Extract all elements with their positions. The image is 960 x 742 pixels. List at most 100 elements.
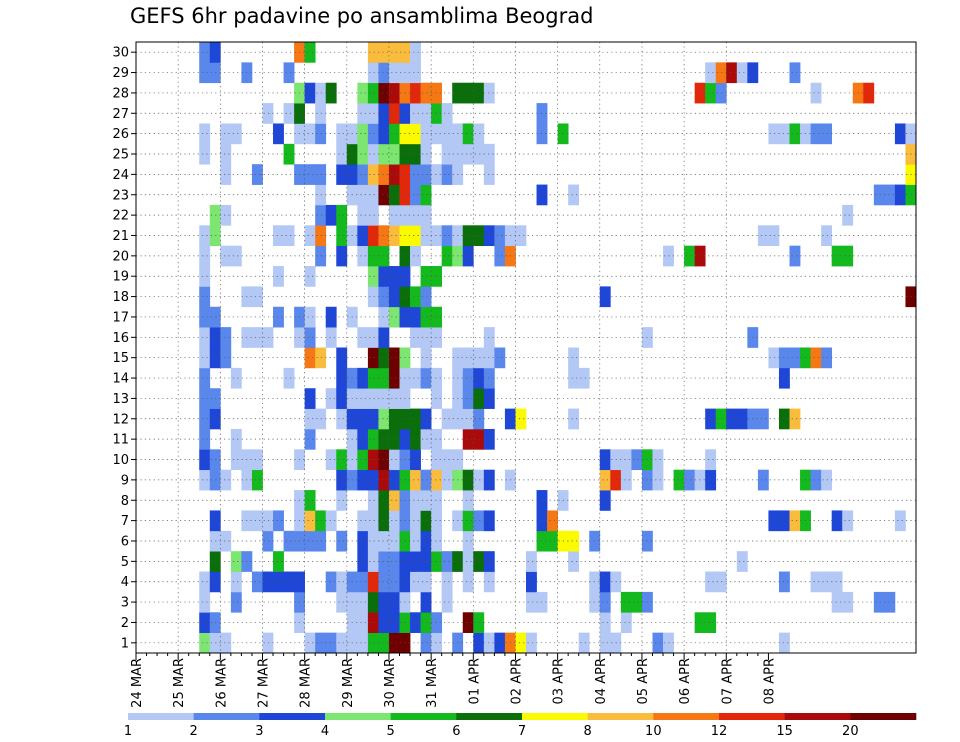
heatmap-cell <box>473 143 485 165</box>
heatmap-cell <box>462 245 474 267</box>
heatmap-cell <box>789 510 801 532</box>
heatmap-cell <box>483 82 495 104</box>
heatmap-cell <box>578 367 590 389</box>
y-tick-label: 30 <box>112 46 129 61</box>
heatmap-cell <box>220 143 232 165</box>
colorbar-swatch <box>719 713 785 720</box>
heatmap-cell <box>568 551 580 572</box>
y-tick-label: 23 <box>112 188 129 203</box>
heatmap-cell <box>420 408 432 430</box>
colorbar-swatch <box>522 713 588 720</box>
heatmap-cell <box>462 123 474 145</box>
heatmap-cell <box>778 510 790 532</box>
heatmap-cell <box>367 408 379 430</box>
heatmap-cell <box>757 469 769 491</box>
heatmap-cell <box>199 266 211 287</box>
heatmap-cell <box>894 123 906 145</box>
x-tick-label: 07 APR <box>720 658 735 704</box>
heatmap-cell <box>378 449 390 471</box>
heatmap-cell <box>388 42 400 63</box>
heatmap-cell <box>473 123 485 145</box>
heatmap-cell <box>410 327 421 348</box>
heatmap-cell <box>283 571 295 593</box>
heatmap-cell <box>336 530 348 552</box>
heatmap-cell <box>410 225 421 247</box>
y-axis: 1234567891011121314151617181920212223242… <box>112 46 136 651</box>
y-tick-label: 28 <box>112 86 129 101</box>
heatmap-cell <box>420 225 432 247</box>
heatmap-cell <box>378 571 390 593</box>
heatmap-cell <box>715 62 727 84</box>
heatmap-cell <box>483 327 495 348</box>
heatmap-cell <box>410 428 421 450</box>
colorbar-label: 3 <box>255 724 263 739</box>
heatmap-cell <box>378 123 390 145</box>
heatmap-cell <box>367 327 379 348</box>
heatmap-cell <box>483 469 495 491</box>
heatmap-cell <box>483 510 495 532</box>
heatmap-cell <box>420 490 432 511</box>
heatmap-cell <box>873 184 885 206</box>
heatmap-cell <box>599 449 611 471</box>
heatmap-cell <box>789 123 801 145</box>
heatmap-cell <box>199 327 211 348</box>
heatmap-cell <box>315 82 327 104</box>
heatmap-cell <box>199 449 211 471</box>
heatmap-cell <box>431 510 443 532</box>
heatmap-cell <box>367 245 379 267</box>
heatmap-cell <box>420 612 432 633</box>
heatmap-cell <box>388 632 400 654</box>
heatmap-cell <box>378 591 390 613</box>
heatmap-cell <box>778 632 790 654</box>
heatmap-cell <box>599 286 611 308</box>
heatmap-cell <box>757 408 769 430</box>
heatmap-cell <box>441 408 453 430</box>
y-tick-label: 13 <box>112 392 129 407</box>
heatmap-cell <box>462 388 474 409</box>
heatmap-cell <box>821 347 833 369</box>
heatmap-cell <box>357 408 369 430</box>
heatmap-cell <box>367 428 379 450</box>
heatmap-cell <box>441 245 453 267</box>
heatmap-cell <box>483 164 495 185</box>
heatmap-cell <box>483 428 495 450</box>
y-tick-label: 5 <box>121 555 129 570</box>
heatmap-cell <box>831 591 843 613</box>
heatmap-cell <box>620 449 632 471</box>
heatmap-cell <box>715 82 727 104</box>
heatmap-cell <box>526 632 537 654</box>
heatmap-cell <box>251 286 263 308</box>
heatmap-cell <box>378 428 390 450</box>
heatmap-cell <box>705 571 717 593</box>
heatmap-cell <box>515 408 527 430</box>
heatmap-cell <box>441 571 453 593</box>
heatmap-cell <box>315 408 327 430</box>
heatmap-cell <box>568 408 580 430</box>
heatmap-cell <box>378 327 390 348</box>
heatmap-cell <box>821 571 833 593</box>
heatmap-cell <box>388 428 400 450</box>
heatmap-cell <box>410 367 421 389</box>
heatmap-cell <box>336 164 348 185</box>
y-tick-label: 16 <box>112 331 129 346</box>
heatmap-cell <box>462 367 474 389</box>
y-tick-label: 6 <box>121 534 129 549</box>
heatmap-cell <box>199 428 211 450</box>
heatmap-cell <box>388 82 400 104</box>
heatmap-cell <box>462 612 474 633</box>
heatmap-cell <box>441 225 453 247</box>
heatmap-cell <box>547 530 558 552</box>
heatmap-cell <box>483 143 495 165</box>
heatmap-cell <box>684 469 695 491</box>
heatmap-cell <box>494 632 506 654</box>
heatmap-cell <box>420 306 432 328</box>
heatmap-cell <box>842 510 854 532</box>
heatmap-cell <box>778 367 790 389</box>
heatmap-cell <box>367 123 379 145</box>
chart-title: GEFS 6hr padavine po ansamblima Beograd <box>130 4 594 28</box>
heatmap-cell <box>388 530 400 552</box>
heatmap-cell <box>262 510 274 532</box>
heatmap-cell <box>420 82 432 104</box>
y-tick-label: 18 <box>112 290 129 305</box>
heatmap-cell <box>388 490 400 511</box>
